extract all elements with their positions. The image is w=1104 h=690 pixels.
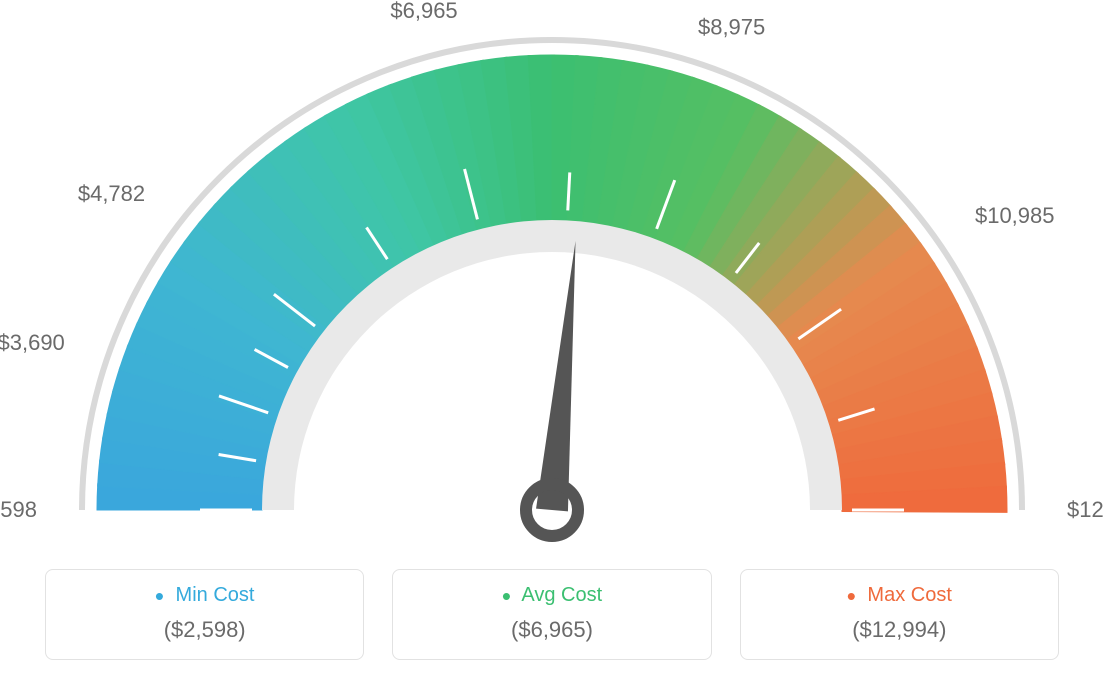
avg-cost-title-text: Avg Cost — [521, 584, 602, 606]
summary-cards: • Min Cost ($2,598) • Avg Cost ($6,965) … — [45, 569, 1059, 660]
gauge-chart: $2,598 $3,690 $4,782 $6,965 $8,975 $10,985 $12… — [0, 0, 1104, 560]
min-cost-value: ($2,598) — [56, 617, 353, 643]
tick-label: $8,975 — [698, 14, 765, 39]
min-cost-card: • Min Cost ($2,598) — [45, 569, 364, 660]
avg-cost-value: ($6,965) — [403, 617, 700, 643]
max-cost-title-text: Max Cost — [867, 584, 951, 606]
tick-label: $6,965 — [390, 0, 457, 23]
tick-label: $4,782 — [78, 181, 145, 206]
dot-icon: • — [502, 581, 511, 611]
gauge-svg: $2,598 $3,690 $4,782 $6,965 $8,975 $10,985 $12… — [0, 0, 1104, 560]
dot-icon: • — [155, 581, 164, 611]
gauge-needle — [536, 241, 575, 511]
tick-label: $10,985 — [975, 203, 1055, 228]
avg-cost-title: • Avg Cost — [403, 584, 700, 607]
min-cost-title-text: Min Cost — [176, 584, 255, 606]
tick-label: $3,690 — [0, 330, 65, 355]
max-cost-title: • Max Cost — [751, 584, 1048, 607]
avg-cost-card: • Avg Cost ($6,965) — [392, 569, 711, 660]
tick-label: $12,994 — [1067, 497, 1104, 522]
chart-container: $2,598 $3,690 $4,782 $6,965 $8,975 $10,985 $12… — [0, 0, 1104, 690]
tick-label: $2,598 — [0, 497, 37, 522]
max-cost-card: • Max Cost ($12,994) — [740, 569, 1059, 660]
max-cost-value: ($12,994) — [751, 617, 1048, 643]
min-cost-title: • Min Cost — [56, 584, 353, 607]
dot-icon: • — [847, 581, 856, 611]
